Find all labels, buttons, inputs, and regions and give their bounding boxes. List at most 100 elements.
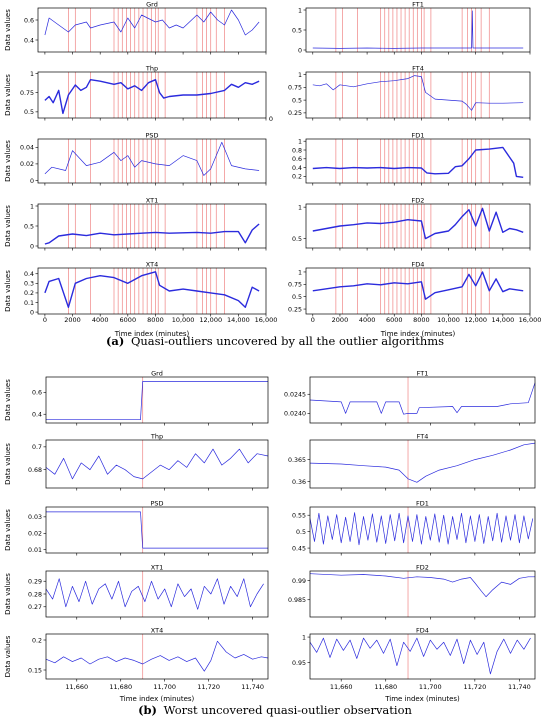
x-tick-label: 16,000 <box>255 316 278 324</box>
x-tick-label: 10,000 <box>172 316 195 324</box>
subplot-title: FD2 <box>412 197 425 205</box>
y-tick-label: 0.55 <box>292 513 306 520</box>
series-line-ft1 <box>309 382 536 415</box>
y-axis-label: Data values <box>4 509 12 551</box>
y-tick-label: 0.0240 <box>284 411 306 418</box>
y-tick-label: 0.28 <box>28 591 42 598</box>
plot-frame <box>309 439 536 489</box>
y-tick-label: 0.99 <box>292 578 306 585</box>
y-tick-label: 0.36 <box>292 479 306 486</box>
y-tick-label: 0.25 <box>288 306 302 313</box>
y-axis-label: Data values <box>4 573 12 615</box>
y-tick-label: 0.5 <box>24 223 34 230</box>
y-tick-label: 0.75 <box>288 282 302 289</box>
caption-b-text: Worst uncovered quasi-outlier observatio… <box>164 703 413 717</box>
series-line-grd <box>44 9 260 36</box>
subplot-psd: PSD 0 0.02 0.04 Data values <box>4 132 267 186</box>
plot-frame <box>305 267 531 315</box>
subplot-grd: Grd 0.4 0.6 Data values <box>4 370 269 426</box>
plot-frame <box>309 633 536 680</box>
y-tick-label: 0.02 <box>20 161 34 168</box>
plot-frame <box>45 439 269 489</box>
panel-a: Grd 0.4 0.6 Data values FT1 0 0.5 1 Thp 0.5 0.75 1 D… <box>4 1 541 339</box>
y-axis-label: Data values <box>4 74 12 116</box>
subplot-title: XT4 <box>151 627 163 635</box>
subplot-title: Grd <box>151 370 163 378</box>
y-tick-label: 1 <box>302 634 306 641</box>
y-axis-label: Data values <box>4 379 12 421</box>
y-tick-label: 0.29 <box>28 579 42 586</box>
y-tick-label: 0.4 <box>24 271 34 278</box>
subplot-title: FD1 <box>416 500 429 508</box>
plot-frame <box>45 633 269 680</box>
y-tick-label: 0.03 <box>28 514 42 521</box>
subplot-xt4: XT4 0 0.1 0.2 0.3 0.4 0 2000 4000 6000 8000 10,000 1… <box>4 261 277 325</box>
series-line-xt1 <box>44 223 260 245</box>
subplot-title: FD4 <box>412 261 425 269</box>
y-tick-label: 1 <box>298 139 302 146</box>
y-axis-label: Data values <box>4 635 12 677</box>
subplot-ft4: FT4 0.36 0.365 <box>288 433 536 491</box>
y-tick-label: 0.2 <box>32 637 42 644</box>
x-tick-label: 4000 <box>92 316 109 324</box>
plot-frame <box>309 506 536 554</box>
series-line-ft4 <box>312 75 524 111</box>
subplot-title: FD4 <box>416 627 429 635</box>
y-tick-label: 0 <box>30 243 34 250</box>
y-tick-label: 1 <box>298 7 302 14</box>
y-tick-label: 0.4 <box>24 37 34 44</box>
y-tick-label: 0.15 <box>28 667 42 674</box>
subplot-title: XT1 <box>146 197 158 205</box>
stray-zero-label: 0 <box>269 115 273 123</box>
y-tick-label: 1 <box>298 72 302 79</box>
y-tick-label: 1 <box>298 269 302 276</box>
x-axis-label: Time index (minutes) <box>380 330 456 338</box>
series-line-fd2 <box>312 207 524 240</box>
subplot-psd: PSD 0.01 0.02 0.03 Data values <box>4 500 269 556</box>
plot-frame <box>305 203 531 249</box>
plot-frame <box>45 506 269 554</box>
y-tick-label: 0.5 <box>292 27 302 34</box>
x-tick-label: 11,660 <box>65 683 88 691</box>
x-axis-label: Time index (minutes) <box>384 695 460 703</box>
subplot-xt1: XT1 0.27 0.28 0.29 Data values <box>4 564 269 620</box>
x-tick-label: 2000 <box>332 316 349 324</box>
subplot-title: FT4 <box>417 433 429 441</box>
series-line-psd <box>46 511 268 549</box>
y-tick-label: 0.02 <box>28 531 42 538</box>
subplot-xt1: XT1 0 0.5 1 Data values <box>4 197 267 251</box>
x-tick-label: 11,720 <box>463 683 486 691</box>
series-line-ft4 <box>309 442 536 483</box>
x-tick-label: 8000 <box>147 316 164 324</box>
series-line-ft1 <box>312 10 524 49</box>
caption-b: (b) Worst uncovered quasi-outlier observ… <box>138 703 412 717</box>
y-tick-label: 1 <box>30 71 34 78</box>
y-tick-label: 0.5 <box>292 236 302 243</box>
y-tick-label: 0.04 <box>20 145 34 152</box>
subplot-fd4: FD4 0.95 1 11,660 11,680 11,700 11,720 11,740 <box>292 627 536 691</box>
panel-b: Grd 0.4 0.6 Data values FT1 0.0240 0.0245 Thp 0.… <box>4 370 536 703</box>
x-tick-label: 11,720 <box>197 683 220 691</box>
y-tick-label: 0.68 <box>28 467 42 474</box>
subplot-title: FT1 <box>412 1 424 9</box>
y-axis-label: Data values <box>4 270 12 312</box>
plot-frame <box>37 71 267 119</box>
y-tick-label: 0.95 <box>292 660 306 667</box>
y-axis-label: Data values <box>4 140 12 182</box>
series-line-psd <box>44 141 260 176</box>
y-tick-label: 0.5 <box>292 97 302 104</box>
plot-frame <box>45 376 269 424</box>
series-line-xt1 <box>45 578 264 610</box>
subplot-title: FD1 <box>412 132 425 140</box>
series-line-fd4 <box>309 637 531 675</box>
x-axis-label: Time index (minutes) <box>114 330 190 338</box>
caption-a-label: (a) <box>106 334 124 348</box>
subplot-fd2: FD2 0.985 0.99 <box>288 564 536 620</box>
subplot-title: Grd <box>146 1 158 9</box>
series-line-xt4 <box>45 640 269 672</box>
series-line-fd2 <box>309 573 535 598</box>
plot-frame <box>305 138 531 184</box>
subplot-title: FT1 <box>417 370 429 378</box>
plot-frame <box>37 267 267 315</box>
subplot-ft4: FT4 0.25 0.5 0.75 1 <box>288 65 531 121</box>
